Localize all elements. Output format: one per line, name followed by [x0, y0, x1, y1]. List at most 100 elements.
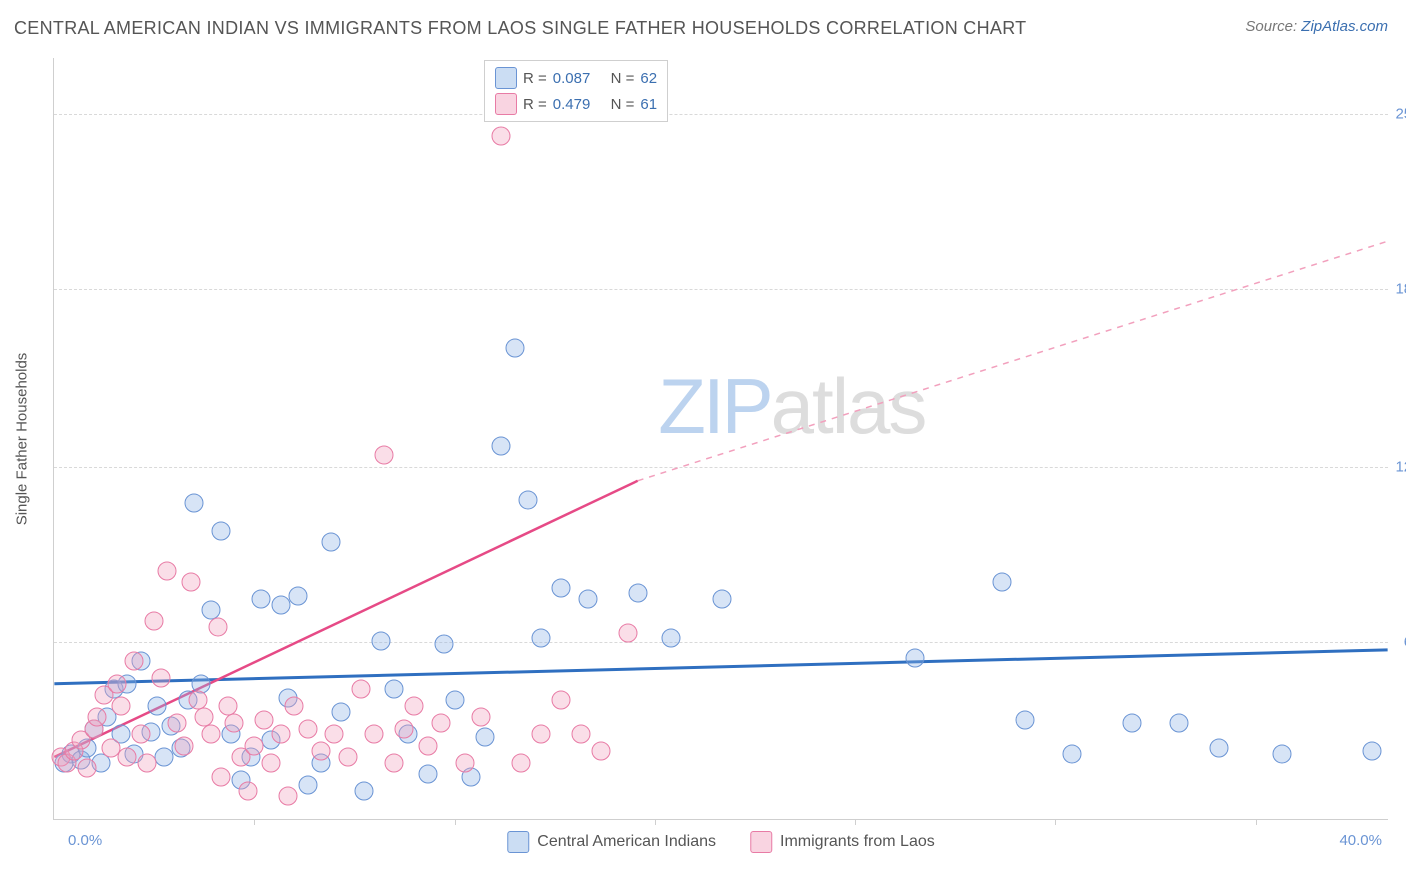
scatter-point — [418, 764, 437, 783]
scatter-point — [208, 618, 227, 637]
scatter-point — [168, 714, 187, 733]
n-label: N = — [611, 96, 635, 113]
scatter-point — [278, 787, 297, 806]
y-tick-label: 12.5% — [1390, 459, 1406, 476]
legend-label-2: Immigrants from Laos — [780, 833, 935, 851]
chart-title: CENTRAL AMERICAN INDIAN VS IMMIGRANTS FR… — [14, 18, 1026, 39]
scatter-point — [906, 649, 925, 668]
scatter-point — [1273, 745, 1292, 764]
scatter-point — [455, 753, 474, 772]
scatter-point — [435, 635, 454, 654]
stats-legend-row-1: R = 0.087 N = 62 — [495, 65, 657, 91]
scatter-point — [211, 522, 230, 541]
x-axis-min-label: 0.0% — [68, 832, 102, 849]
scatter-point — [365, 725, 384, 744]
scatter-point — [118, 747, 137, 766]
scatter-point — [505, 338, 524, 357]
gridline — [54, 114, 1388, 115]
watermark-zip: ZIP — [658, 362, 770, 450]
series-legend: Central American Indians Immigrants from… — [507, 831, 934, 853]
scatter-point — [492, 127, 511, 146]
n-value-1: 62 — [640, 70, 657, 87]
scatter-point — [385, 680, 404, 699]
y-axis-title: Single Father Households — [14, 352, 31, 525]
scatter-point — [245, 736, 264, 755]
scatter-point — [251, 589, 270, 608]
r-label: R = — [523, 96, 547, 113]
scatter-point — [662, 629, 681, 648]
swatch-pink-icon — [750, 831, 772, 853]
swatch-blue-icon — [495, 67, 517, 89]
scatter-point — [138, 753, 157, 772]
scatter-point — [475, 728, 494, 747]
x-tick — [855, 819, 856, 825]
scatter-point — [288, 587, 307, 606]
scatter-point — [1363, 742, 1382, 761]
scatter-point — [1062, 745, 1081, 764]
scatter-point — [108, 674, 127, 693]
x-tick — [1256, 819, 1257, 825]
r-value-1: 0.087 — [553, 70, 591, 87]
scatter-point — [1123, 714, 1142, 733]
scatter-point — [298, 719, 317, 738]
legend-label-1: Central American Indians — [537, 833, 716, 851]
scatter-point — [125, 651, 144, 670]
scatter-point — [512, 753, 531, 772]
x-axis-max-label: 40.0% — [1339, 832, 1382, 849]
r-value-2: 0.479 — [553, 96, 591, 113]
swatch-pink-icon — [495, 93, 517, 115]
scatter-point — [338, 747, 357, 766]
scatter-point — [552, 578, 571, 597]
plot-area: Single Father Households 6.3%12.5%18.8%2… — [53, 58, 1388, 820]
scatter-point — [619, 623, 638, 642]
watermark-atlas: atlas — [771, 362, 926, 450]
scatter-point — [261, 753, 280, 772]
scatter-point — [355, 781, 374, 800]
scatter-point — [181, 572, 200, 591]
scatter-point — [285, 697, 304, 716]
n-value-2: 61 — [640, 96, 657, 113]
scatter-point — [472, 708, 491, 727]
scatter-point — [1016, 711, 1035, 730]
source-link[interactable]: ZipAtlas.com — [1301, 18, 1388, 35]
r-label: R = — [523, 70, 547, 87]
scatter-point — [148, 697, 167, 716]
trend-line — [638, 241, 1388, 481]
scatter-point — [88, 708, 107, 727]
n-label: N = — [611, 70, 635, 87]
gridline — [54, 467, 1388, 468]
scatter-point — [201, 725, 220, 744]
x-tick — [254, 819, 255, 825]
scatter-point — [385, 753, 404, 772]
x-tick — [455, 819, 456, 825]
source-prefix: Source: — [1245, 18, 1301, 35]
y-tick-label: 18.8% — [1390, 281, 1406, 298]
scatter-point — [322, 533, 341, 552]
scatter-point — [238, 781, 257, 800]
scatter-point — [151, 668, 170, 687]
gridline — [54, 289, 1388, 290]
scatter-point — [445, 691, 464, 710]
scatter-point — [532, 629, 551, 648]
scatter-point — [78, 759, 97, 778]
scatter-point — [111, 697, 130, 716]
scatter-point — [375, 445, 394, 464]
stats-legend-row-2: R = 0.479 N = 61 — [495, 91, 657, 117]
x-tick — [1055, 819, 1056, 825]
stats-legend: R = 0.087 N = 62 R = 0.479 N = 61 — [484, 60, 668, 122]
scatter-point — [325, 725, 344, 744]
scatter-point — [395, 719, 414, 738]
legend-item-2: Immigrants from Laos — [750, 831, 935, 853]
legend-item-1: Central American Indians — [507, 831, 716, 853]
scatter-point — [131, 725, 150, 744]
scatter-point — [1169, 714, 1188, 733]
scatter-point — [552, 691, 571, 710]
scatter-point — [592, 742, 611, 761]
scatter-point — [712, 589, 731, 608]
scatter-point — [298, 776, 317, 795]
scatter-point — [175, 736, 194, 755]
scatter-point — [629, 584, 648, 603]
scatter-point — [372, 632, 391, 651]
gridline — [54, 642, 1388, 643]
scatter-point — [532, 725, 551, 744]
